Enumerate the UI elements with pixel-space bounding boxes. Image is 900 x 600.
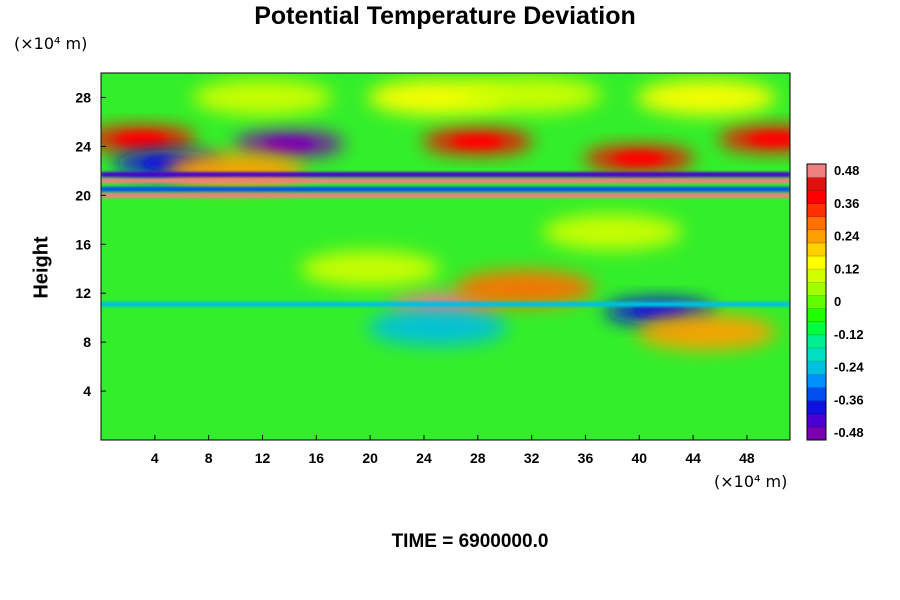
- y-axis-ticks: 4 8 12 16 20 24 28: [75, 89, 106, 399]
- time-label: TIME = 6900000.0: [391, 531, 549, 552]
- colorbar-label: -0.48: [834, 425, 864, 440]
- y-tick-label: 12: [75, 285, 91, 301]
- y-tick-label: 28: [75, 89, 91, 105]
- colorbar: 0.48 0.36 0.24 0.12 0 -0.12 -0.24 -0.36 -0.48: [806, 163, 864, 441]
- colorbar-label: -0.24: [834, 360, 864, 375]
- plot-area: [101, 73, 790, 440]
- colorbar-swatch: [807, 321, 826, 336]
- y-tick-label: 24: [75, 138, 91, 154]
- x-axis-unit: (×10⁴ m): [714, 472, 788, 491]
- colorbar-swatch: [807, 216, 826, 231]
- heatmap-band-1: [101, 192, 790, 198]
- heatmap-feature-17: [300, 250, 441, 287]
- heatmap-core-11: [634, 305, 685, 318]
- colorbar-label: 0.36: [834, 196, 859, 211]
- x-tick-label: 44: [685, 450, 701, 466]
- heatmap-band-3: [101, 186, 790, 192]
- heatmap-band-4: [101, 301, 790, 307]
- heatmap-feature-14: [454, 270, 595, 307]
- x-tick-label: 24: [416, 450, 432, 466]
- y-tick-label: 20: [75, 187, 91, 203]
- colorbar-label: 0.48: [834, 163, 859, 178]
- x-tick-label: 28: [470, 450, 486, 466]
- colorbar-swatch: [807, 308, 826, 323]
- colorbar-swatch: [807, 400, 826, 415]
- colorbar-swatch: [807, 348, 826, 362]
- x-tick-label: 32: [524, 450, 540, 466]
- colorbar-label: 0.24: [834, 229, 860, 244]
- colorbar-border: [806, 163, 827, 441]
- y-axis-unit: (×10⁴ m): [14, 34, 88, 53]
- x-tick-label: 36: [578, 450, 594, 466]
- heatmap-core-4: [614, 152, 665, 165]
- heatmap-feature-6: [636, 79, 777, 116]
- colorbar-swatch: [807, 334, 826, 349]
- colorbar-label: 0.12: [834, 261, 859, 276]
- colorbar-label: -0.12: [834, 327, 864, 342]
- x-tick-label: 12: [255, 450, 271, 466]
- heatmap-feature-12: [636, 314, 777, 351]
- chart-title: Potential Temperature Deviation: [254, 2, 636, 30]
- colorbar-swatch: [807, 229, 826, 244]
- heatmap-core-1: [116, 133, 167, 145]
- colorbar-label: -0.36: [834, 392, 864, 407]
- x-tick-label: 40: [631, 450, 647, 466]
- heatmap-core-2: [749, 133, 790, 145]
- x-tick-label: 16: [309, 450, 325, 466]
- heatmap-feature-8: [461, 77, 602, 114]
- colorbar-swatch: [807, 282, 826, 296]
- colorbar-swatch: [807, 164, 826, 178]
- colorbar-swatch: [807, 295, 826, 310]
- colorbar-swatch: [807, 190, 826, 204]
- y-tick-label: 8: [83, 334, 91, 350]
- x-tick-label: 20: [362, 450, 378, 466]
- colorbar-swatch: [807, 177, 826, 191]
- heatmap-band-0: [101, 178, 790, 184]
- y-tick-label: 16: [75, 236, 91, 252]
- heatmap-core-3: [453, 135, 503, 148]
- x-axis-ticks: 4 8 12 16 20 24 28 32 36 40 44 48: [151, 435, 755, 466]
- colorbar-swatch: [807, 426, 826, 441]
- colorbar-swatch: [807, 413, 826, 428]
- y-tick-label: 4: [83, 383, 91, 399]
- x-tick-label: 4: [151, 450, 159, 466]
- colorbar-swatch: [807, 269, 826, 283]
- x-tick-label: 8: [205, 450, 213, 466]
- heatmap-feature-13: [367, 309, 508, 346]
- colorbar-swatch: [807, 203, 826, 218]
- colorbar-swatch: [807, 374, 826, 388]
- colorbar-swatch: [807, 256, 826, 270]
- colorbar-swatch: [807, 242, 826, 257]
- colorbar-label: 0: [834, 294, 841, 309]
- x-tick-label: 48: [739, 450, 755, 466]
- heatmap-band-2: [101, 172, 790, 178]
- plot-border: [100, 72, 791, 441]
- heatmap-core-0: [264, 138, 315, 150]
- heatmap-feature-16: [542, 214, 683, 251]
- heatmap-feature-15: [165, 152, 306, 189]
- plot-background: [101, 73, 790, 440]
- colorbar-swatch: [807, 387, 826, 402]
- colorbar-swatch: [807, 361, 826, 375]
- heatmap-feature-7: [192, 79, 333, 116]
